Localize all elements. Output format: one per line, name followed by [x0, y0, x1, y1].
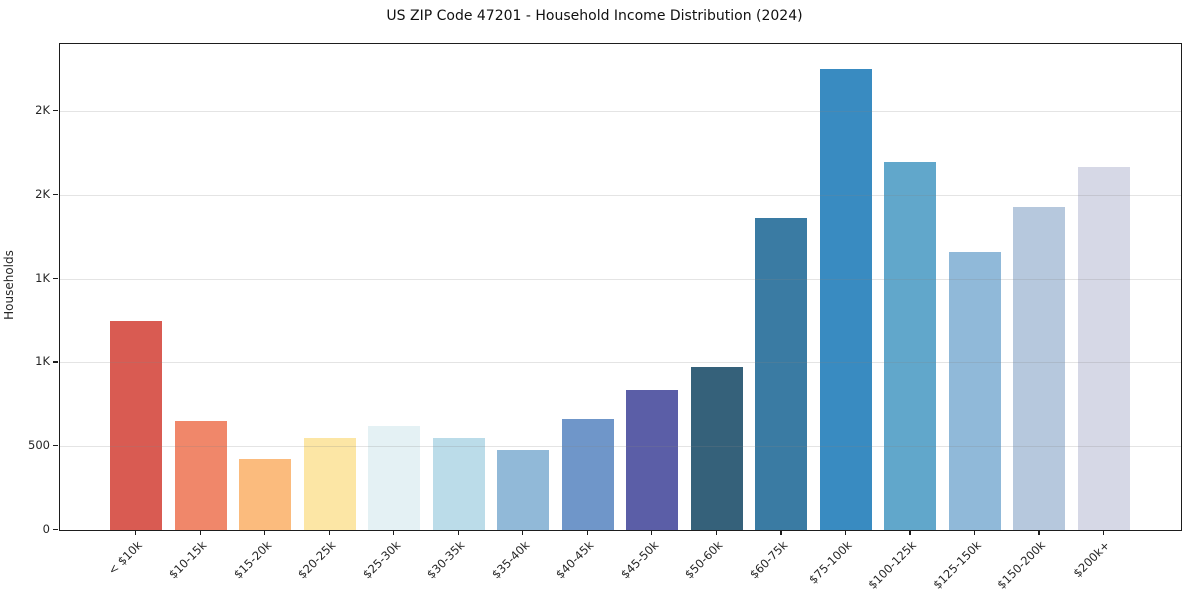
y-gridline-500 [60, 446, 1181, 448]
bar-30-35k [432, 437, 485, 530]
x-tick-label: $75-100k [806, 538, 855, 587]
x-tick-mark [135, 530, 137, 535]
x-tick-label: $100-125k [865, 538, 920, 590]
x-tick-label: $20-25k [295, 538, 339, 582]
x-tick-mark [973, 530, 976, 535]
bar-60-75k [755, 218, 808, 530]
y-gridline-1K [60, 362, 1181, 364]
x-tick-mark [651, 530, 653, 535]
x-tick-label: $150-200k [994, 538, 1049, 590]
y-tick-mark [53, 361, 58, 363]
x-tick-label: $40-45k [553, 538, 597, 582]
chart-title: US ZIP Code 47201 - Household Income Dis… [386, 8, 803, 24]
bar-20-25k [303, 437, 356, 530]
x-tick-label: $25-30k [359, 538, 404, 582]
y-tick-mark [53, 110, 58, 112]
x-tick-mark [522, 530, 524, 535]
y-tick-label: 1K [35, 270, 50, 285]
x-tick-mark [457, 530, 459, 535]
y-tick-mark [53, 277, 58, 279]
x-tick-label: $50-60k [682, 538, 726, 582]
bar-75-100k [819, 69, 872, 530]
bar-100-125k [884, 162, 937, 530]
x-tick-mark [780, 530, 782, 535]
x-tick-mark [844, 530, 847, 535]
bar-150-200k [1013, 207, 1066, 530]
x-tick-label: $200k+ [1070, 538, 1113, 581]
y-tick-label: 0 [42, 522, 50, 536]
y-tick-mark [53, 193, 58, 195]
x-tick-mark [715, 530, 717, 535]
x-tick-label: $125-150k [930, 538, 984, 590]
x-tick-label: $60-75k [746, 538, 791, 582]
y-axis-label: Households [2, 250, 16, 320]
x-tick-mark [199, 530, 201, 535]
bar-45-50k [626, 390, 679, 530]
bar-10-15k [174, 421, 227, 530]
y-tick-label: 500 [28, 438, 50, 453]
x-tick-label: < $10k [105, 538, 145, 578]
x-tick-mark [328, 530, 330, 535]
bar-50-60k [690, 367, 743, 530]
bar-35-40k [497, 450, 550, 530]
bar-25-30k [368, 426, 421, 530]
bar-15-20k [239, 458, 292, 530]
bar-40-45k [561, 418, 614, 530]
x-tick-mark [393, 530, 395, 535]
y-gridline-2K [60, 194, 1181, 196]
x-tick-mark [909, 530, 911, 535]
x-tick-mark [586, 530, 588, 535]
bar-200k [1078, 167, 1130, 530]
y-tick-mark [53, 445, 58, 447]
x-tick-label: $35-40k [488, 538, 533, 582]
x-tick-mark [1038, 530, 1040, 535]
y-tick-label: 2K [35, 186, 50, 201]
y-tick-label: 1K [35, 354, 50, 369]
x-tick-mark [1103, 530, 1105, 535]
y-gridline-2K [60, 111, 1181, 113]
x-tick-label: $30-35k [424, 538, 468, 582]
y-tick-mark [53, 529, 58, 531]
bar-125-150k [948, 251, 1001, 530]
y-tick-label: 2K [35, 103, 50, 118]
x-tick-mark [264, 530, 266, 535]
bar-10k [110, 320, 162, 530]
x-tick-label: $15-20k [230, 538, 274, 582]
x-tick-label: $10-15k [166, 538, 210, 582]
y-gridline-1K [60, 278, 1181, 280]
x-tick-label: $45-50k [617, 538, 662, 582]
plot-area [59, 43, 1182, 531]
